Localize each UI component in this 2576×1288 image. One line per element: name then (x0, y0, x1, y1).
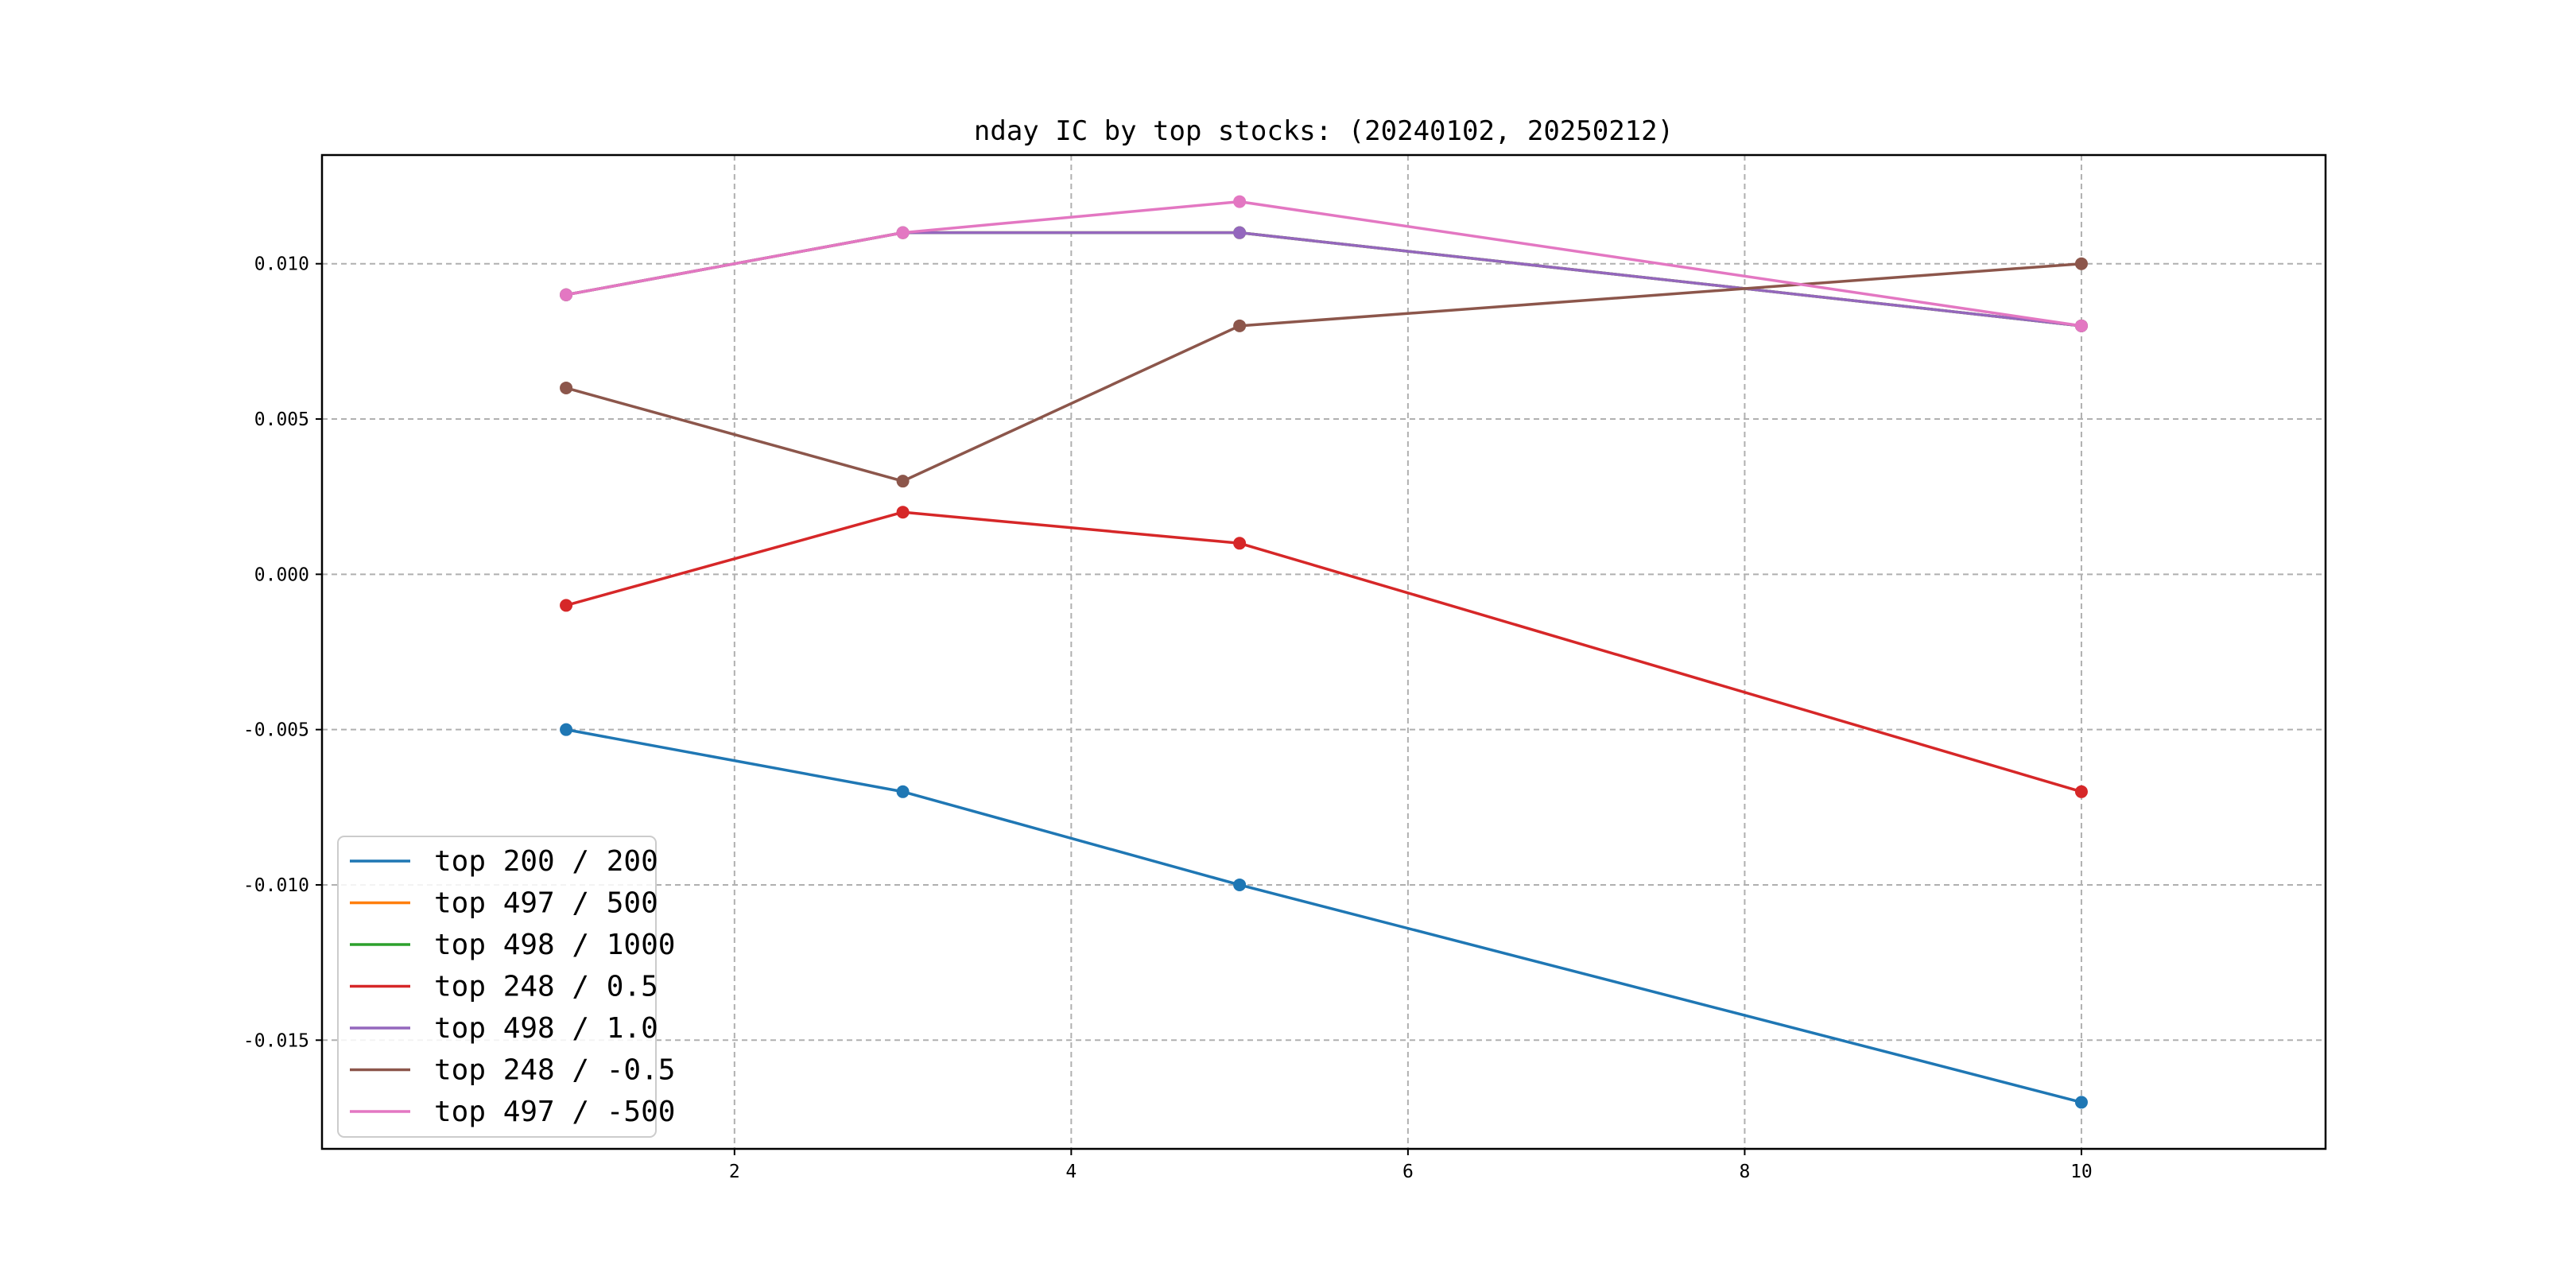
legend-label: top 200 / 200 (434, 845, 658, 878)
x-tick-label: 8 (1739, 1162, 1750, 1182)
legend-label: top 248 / -0.5 (434, 1054, 675, 1087)
x-tick-label: 4 (1065, 1162, 1077, 1182)
data-point (896, 475, 910, 488)
series-6 (560, 257, 2088, 488)
data-point (896, 506, 910, 519)
series-4 (560, 506, 2088, 798)
y-tick-label: -0.005 (243, 720, 309, 741)
data-point (1233, 537, 1247, 550)
data-point (560, 599, 573, 612)
data-point (560, 288, 573, 301)
data-point (1233, 878, 1247, 891)
data-point (896, 785, 910, 798)
series-line (565, 510, 2082, 793)
data-point (1233, 319, 1247, 332)
data-point (2074, 785, 2088, 798)
legend: top 200 / 200 top 497 / 500 top 498 / 1000… (337, 836, 675, 1138)
data-point (2074, 319, 2088, 332)
legend-label: top 248 / 0.5 (434, 971, 658, 1003)
data-point (1233, 226, 1247, 239)
data-point (2074, 257, 2088, 270)
legend-label: top 497 / 500 (434, 887, 658, 920)
y-tick-label: 0.010 (254, 254, 309, 275)
legend-label: top 497 / -500 (434, 1096, 675, 1128)
series-1 (560, 723, 2088, 1109)
legend-label: top 498 / 1000 (434, 929, 675, 961)
data-point (896, 226, 910, 239)
plot-area-frame (320, 153, 2327, 1150)
data-point (560, 381, 573, 394)
series-7 (560, 195, 2088, 332)
series-line (565, 200, 2082, 328)
axis-ticks: 2 4 6 8 10 -0.015 -0.010 -0.005 0.000 0.005 0.010 (243, 254, 2093, 1182)
y-tick-label: -0.010 (243, 875, 309, 896)
data-point (560, 723, 573, 736)
chart-title: nday IC by top stocks: (20240102, 202502… (974, 115, 1674, 147)
legend-box (337, 836, 657, 1138)
series-line (565, 262, 2082, 483)
legend-label: top 498 / 1.0 (434, 1012, 658, 1045)
data-point (1233, 195, 1247, 208)
x-tick-label: 6 (1402, 1162, 1414, 1182)
y-tick-label: 0.005 (254, 409, 309, 430)
x-tick-label: 2 (729, 1162, 740, 1182)
y-tick-label: 0.000 (254, 564, 309, 585)
series-lines (560, 195, 2088, 1109)
data-point (2074, 1096, 2088, 1109)
series-line (565, 727, 2082, 1104)
y-tick-label: -0.015 (243, 1030, 309, 1051)
x-tick-label: 10 (2070, 1162, 2093, 1182)
